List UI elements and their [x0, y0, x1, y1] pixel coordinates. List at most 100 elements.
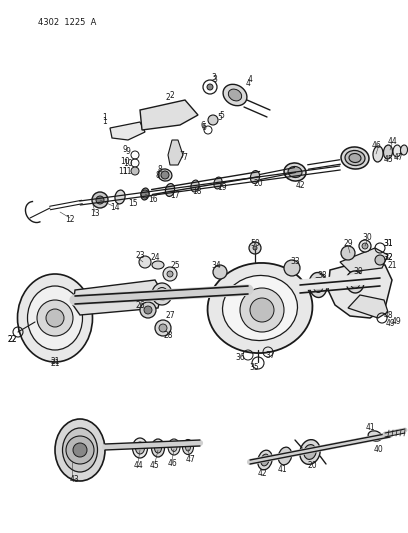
Circle shape [167, 271, 173, 277]
Circle shape [161, 171, 169, 179]
Polygon shape [110, 122, 145, 140]
Text: 33: 33 [290, 256, 300, 265]
Ellipse shape [18, 274, 93, 362]
Ellipse shape [152, 261, 164, 269]
Circle shape [46, 309, 64, 327]
Ellipse shape [300, 440, 320, 464]
Text: 29: 29 [343, 239, 353, 248]
Circle shape [359, 240, 371, 252]
Text: 41: 41 [277, 465, 287, 474]
Text: 44: 44 [387, 138, 397, 147]
Polygon shape [140, 100, 198, 130]
Circle shape [140, 302, 156, 318]
Text: 21: 21 [50, 359, 60, 367]
Text: 49: 49 [385, 319, 395, 327]
Ellipse shape [152, 283, 172, 305]
Ellipse shape [261, 454, 269, 466]
Text: 12: 12 [65, 215, 75, 224]
Ellipse shape [349, 154, 361, 163]
Text: 19: 19 [217, 183, 227, 192]
Ellipse shape [191, 180, 199, 192]
Text: 41: 41 [365, 424, 375, 432]
Text: 11: 11 [118, 167, 128, 176]
Ellipse shape [168, 439, 180, 455]
Text: 10: 10 [120, 157, 130, 166]
Circle shape [141, 190, 149, 198]
Ellipse shape [384, 145, 392, 159]
Ellipse shape [214, 177, 222, 189]
Circle shape [207, 84, 213, 90]
Ellipse shape [155, 443, 162, 453]
Text: 32: 32 [383, 254, 393, 262]
Text: 17: 17 [170, 191, 180, 200]
Text: 4302  1225  A: 4302 1225 A [38, 18, 96, 27]
Text: 31: 31 [383, 239, 393, 248]
Text: 50: 50 [250, 238, 260, 247]
Circle shape [213, 265, 227, 279]
Ellipse shape [288, 166, 302, 177]
Ellipse shape [258, 450, 272, 470]
Circle shape [250, 298, 274, 322]
Ellipse shape [373, 146, 383, 162]
Circle shape [163, 267, 177, 281]
Circle shape [208, 115, 218, 125]
Text: 46: 46 [372, 141, 382, 149]
Text: 3: 3 [213, 76, 217, 85]
Circle shape [139, 256, 151, 268]
Text: 36: 36 [235, 353, 245, 362]
Text: 11: 11 [122, 167, 132, 176]
Text: 18: 18 [192, 188, 202, 197]
Circle shape [73, 443, 87, 457]
Circle shape [375, 255, 385, 265]
Text: 7: 7 [182, 154, 187, 163]
Circle shape [37, 300, 73, 336]
Text: 40: 40 [373, 446, 383, 455]
Ellipse shape [346, 271, 364, 293]
Text: 47: 47 [185, 456, 195, 464]
Ellipse shape [284, 163, 306, 181]
Ellipse shape [278, 447, 292, 465]
Text: 14: 14 [110, 204, 120, 213]
Text: 30: 30 [362, 233, 372, 243]
Circle shape [249, 242, 261, 254]
Text: 28: 28 [163, 330, 173, 340]
Text: 38: 38 [317, 271, 327, 280]
Polygon shape [73, 280, 162, 315]
Ellipse shape [345, 150, 365, 166]
Text: 34: 34 [211, 261, 221, 270]
Ellipse shape [228, 89, 242, 101]
Circle shape [155, 320, 171, 336]
Text: 6: 6 [202, 124, 206, 133]
Text: 21: 21 [50, 358, 60, 367]
Ellipse shape [341, 147, 369, 169]
Text: 31: 31 [383, 239, 393, 248]
Text: 20: 20 [307, 461, 317, 470]
Circle shape [240, 288, 284, 332]
Text: 4: 4 [246, 78, 251, 87]
Ellipse shape [304, 445, 316, 459]
Text: 25: 25 [170, 261, 180, 270]
Ellipse shape [135, 442, 144, 454]
Ellipse shape [165, 183, 175, 197]
Circle shape [66, 436, 94, 464]
Ellipse shape [115, 190, 125, 204]
Text: 2: 2 [166, 93, 171, 102]
Ellipse shape [368, 431, 382, 441]
Text: 26: 26 [135, 301, 145, 310]
Text: 22: 22 [7, 335, 17, 344]
Text: 24: 24 [150, 254, 160, 262]
Text: 32: 32 [383, 254, 393, 262]
Ellipse shape [156, 287, 168, 301]
Ellipse shape [182, 440, 193, 455]
Circle shape [131, 167, 139, 175]
Text: 9: 9 [126, 148, 131, 157]
Text: 35: 35 [249, 362, 259, 372]
Ellipse shape [309, 272, 327, 297]
Text: 8: 8 [157, 166, 162, 174]
Text: 4: 4 [248, 76, 253, 85]
Text: 37: 37 [265, 351, 275, 359]
Circle shape [341, 246, 355, 260]
Ellipse shape [186, 443, 191, 451]
Text: 5: 5 [217, 112, 222, 122]
Polygon shape [348, 295, 388, 318]
